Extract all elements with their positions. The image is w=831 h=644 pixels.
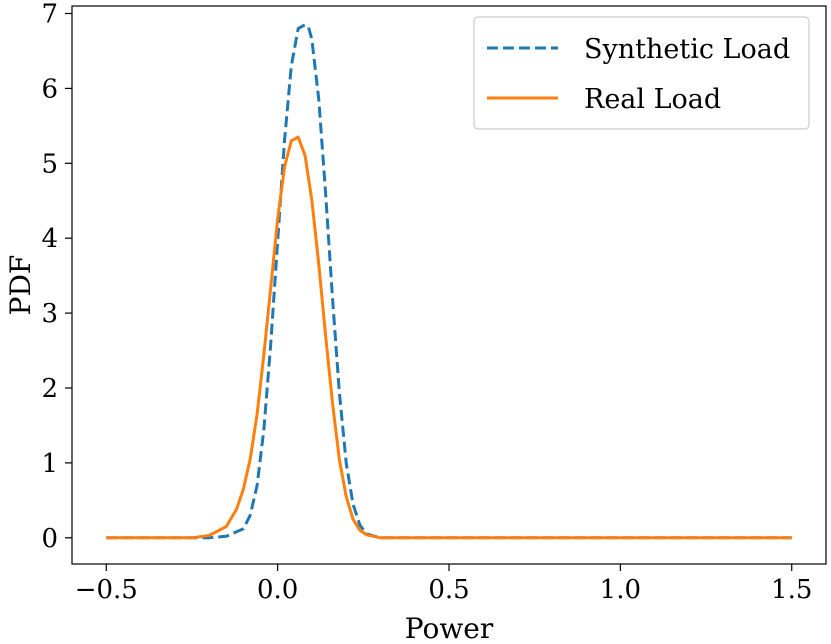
legend-entry-real-load: Real Load: [584, 84, 721, 115]
y-tick-label: 6: [41, 74, 58, 104]
legend-box: [473, 16, 810, 130]
x-tick-label: 0.0: [257, 575, 298, 605]
legend-entry-synthetic-load: Synthetic Load: [584, 34, 790, 65]
x-tick-label: −0.5: [75, 575, 138, 605]
y-tick-label: 1: [41, 449, 58, 479]
y-axis-label: PDF: [4, 255, 37, 316]
y-tick-label: 7: [41, 0, 58, 29]
y-tick-label: 3: [41, 299, 58, 329]
series-line-synthetic-load: [106, 23, 792, 540]
x-axis-label: Power: [405, 612, 494, 644]
x-axis-ticks: −0.5 0.0 0.5 1.0 1.5: [75, 564, 812, 605]
x-tick-label: 1.0: [600, 575, 641, 605]
y-tick-label: 2: [41, 374, 58, 404]
x-tick-label: 0.5: [428, 575, 469, 605]
y-tick-label: 4: [41, 224, 58, 254]
x-tick-label: 1.5: [771, 575, 812, 605]
y-tick-label: 5: [41, 149, 58, 179]
y-axis-ticks: 0 1 2 3 4 5 6 7: [41, 0, 72, 554]
series-layer: [106, 23, 792, 540]
y-tick-label: 0: [41, 524, 58, 554]
series-line-real-load: [106, 135, 792, 540]
legend: Synthetic Load Real Load: [473, 16, 810, 130]
